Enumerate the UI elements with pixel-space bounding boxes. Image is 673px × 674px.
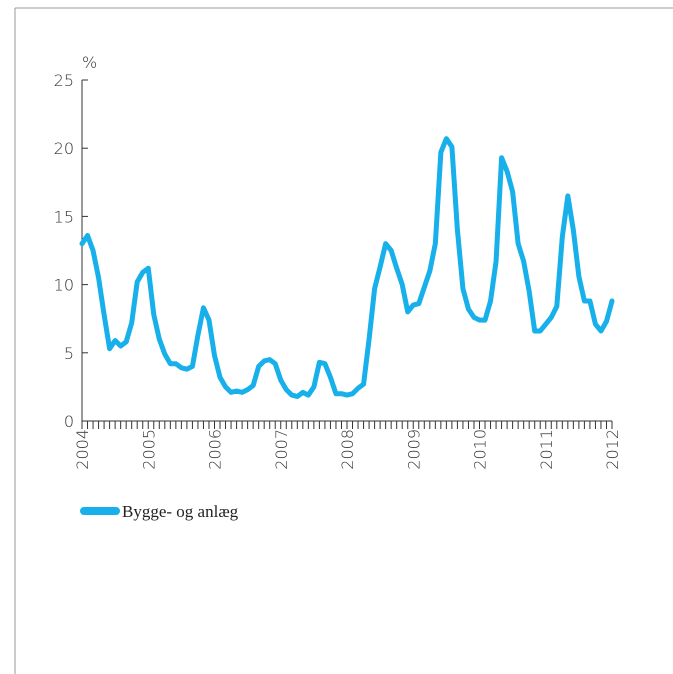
x-tick-label: 2007 (272, 429, 291, 470)
y-tick-label: 15 (54, 207, 74, 226)
legend-text: Bygge- og anlæg (122, 502, 239, 521)
x-tick-label: 2012 (603, 429, 622, 470)
data-line (79, 136, 615, 399)
x-tick-label: 2011 (537, 429, 556, 470)
y-tick-label: 0 (64, 412, 74, 431)
y-axis-label: % (82, 53, 97, 72)
y-tick-label: 25 (54, 71, 74, 90)
x-tick-label: 2004 (73, 429, 92, 470)
x-tick-label: 2008 (338, 429, 357, 470)
y-tick-label: 20 (54, 139, 74, 158)
x-tick-label: 2006 (206, 429, 225, 470)
y-tick-label: 5 (64, 344, 74, 363)
y-tick-label: 10 (54, 276, 74, 295)
x-tick-label: 2009 (404, 429, 423, 470)
x-tick-label: 2005 (139, 429, 158, 470)
x-tick-label: 2010 (471, 429, 490, 470)
